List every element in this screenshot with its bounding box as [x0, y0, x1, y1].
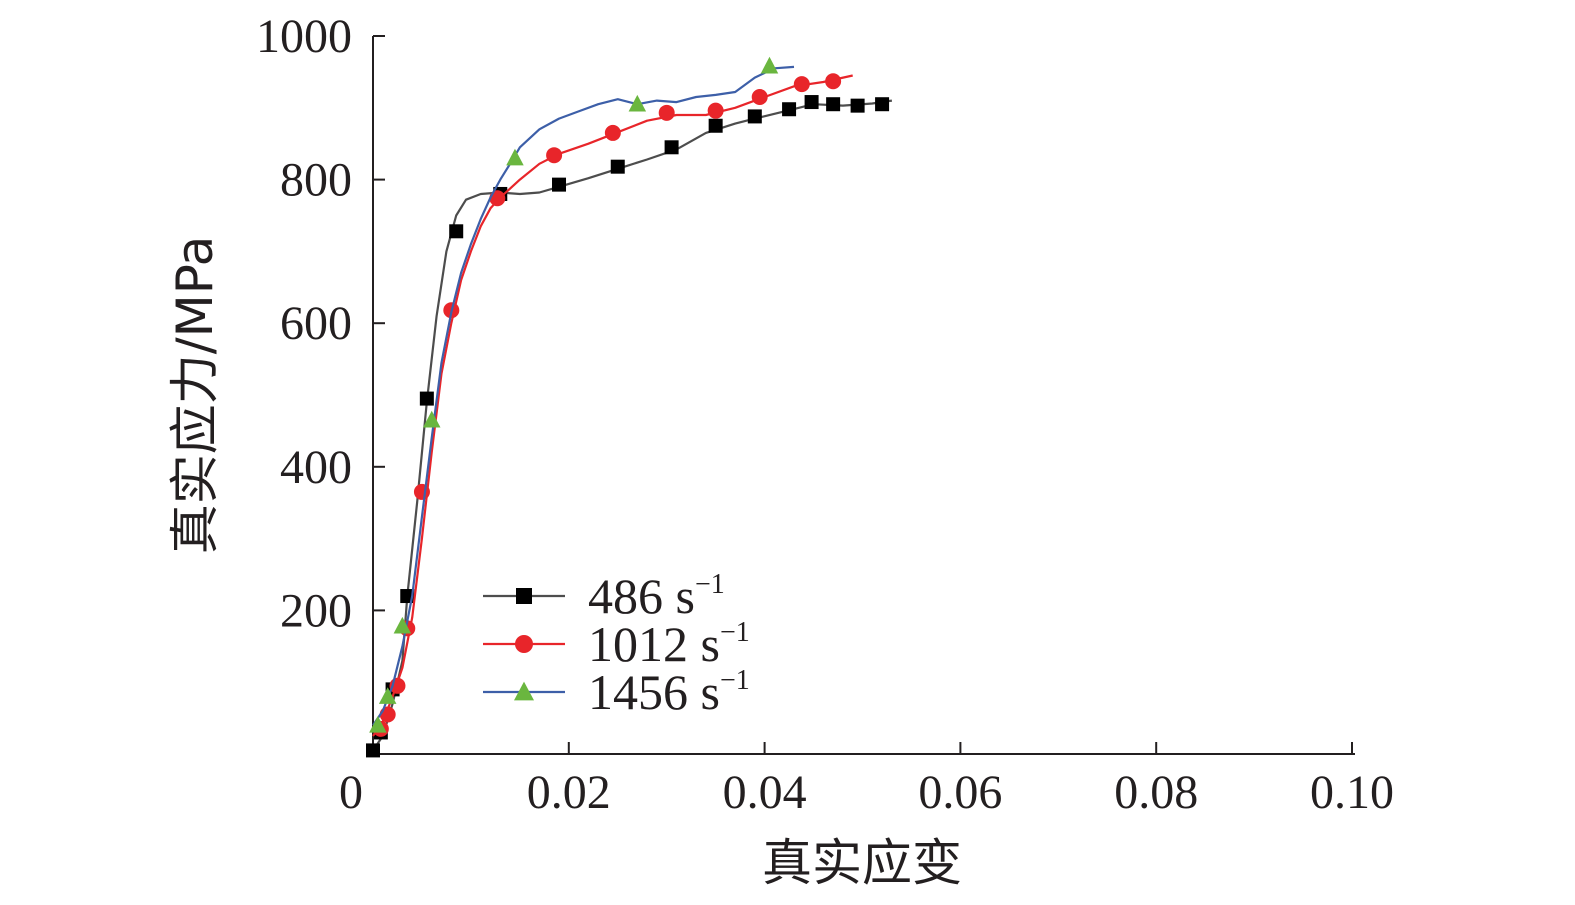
y-tick-label: 800 [280, 154, 352, 207]
x-tick-label: 0.08 [1114, 766, 1198, 819]
data-point [628, 94, 647, 112]
y-tick-label: 200 [280, 584, 352, 637]
data-point [546, 147, 563, 164]
data-point [369, 715, 387, 733]
series-line [372, 99, 893, 752]
data-point [489, 190, 506, 207]
data-point [751, 89, 768, 106]
y-tick-label: 400 [280, 441, 352, 494]
data-point [552, 177, 567, 192]
data-point [379, 706, 396, 723]
series-3 [369, 56, 795, 733]
data-point [707, 102, 724, 119]
x-tick-label: 0 [339, 766, 363, 819]
data-point [747, 109, 762, 124]
y-tick-label: 1000 [256, 10, 352, 63]
y-axis-title: 真实应力/MPa [166, 236, 224, 555]
series-2 [372, 73, 853, 737]
legend-marker [515, 635, 533, 653]
data-point [850, 98, 865, 113]
legend-label-superscript: −1 [695, 569, 725, 600]
data-point [760, 56, 779, 74]
data-point [825, 73, 842, 90]
legend-marker [516, 588, 532, 604]
legend-marker [514, 681, 534, 701]
data-point [708, 118, 723, 133]
data-point [413, 483, 430, 500]
data-point [393, 616, 412, 634]
data-point [422, 410, 441, 428]
x-tick-label: 0.06 [918, 766, 1002, 819]
legend-label-superscript: −1 [720, 665, 750, 696]
data-point [658, 104, 675, 121]
data-point [664, 140, 679, 155]
y-tick-label: 600 [280, 297, 352, 350]
x-tick-label: 0.04 [723, 766, 807, 819]
data-point [875, 97, 890, 112]
data-point [378, 687, 397, 704]
data-point [793, 76, 810, 93]
data-point [610, 159, 625, 174]
legend-label: 1456 s−1 [588, 664, 750, 720]
series-layer [366, 56, 893, 758]
axes [372, 36, 1355, 755]
x-tick-label: 0.02 [527, 766, 611, 819]
ticks [373, 35, 1353, 754]
tick-labels: 0 0.02 0.04 0.06 0.08 0.10 200 400 600 800 1000 [256, 10, 1394, 819]
legend-label-superscript: −1 [720, 617, 750, 648]
data-point [449, 224, 464, 239]
data-point [604, 124, 621, 141]
data-point [826, 97, 841, 112]
data-point [366, 743, 380, 758]
data-point [804, 95, 819, 110]
x-axis-title: 真实应变 [762, 834, 962, 892]
data-point [506, 148, 524, 166]
x-tick-label: 0.10 [1310, 766, 1394, 819]
data-point [419, 391, 434, 406]
data-point [782, 102, 797, 117]
